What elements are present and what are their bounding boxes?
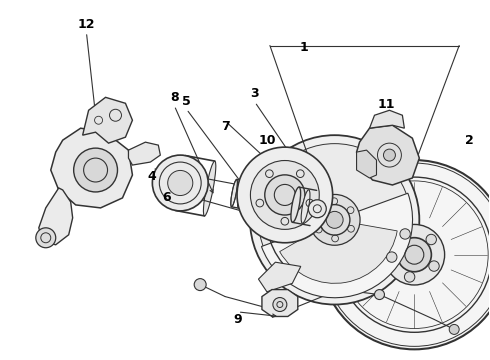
Polygon shape: [83, 97, 132, 143]
Circle shape: [308, 200, 326, 218]
Ellipse shape: [265, 186, 271, 213]
Polygon shape: [51, 128, 132, 208]
Circle shape: [384, 149, 395, 161]
Circle shape: [152, 155, 208, 211]
Circle shape: [384, 224, 444, 285]
Text: 3: 3: [250, 87, 259, 100]
Polygon shape: [258, 262, 301, 292]
Text: 9: 9: [233, 313, 242, 327]
Circle shape: [168, 170, 193, 195]
Circle shape: [74, 148, 118, 192]
Ellipse shape: [231, 179, 237, 207]
Text: 12: 12: [77, 18, 95, 31]
Ellipse shape: [251, 183, 258, 211]
Circle shape: [387, 252, 397, 262]
Text: 4: 4: [148, 170, 157, 183]
Text: 7: 7: [221, 120, 230, 133]
Text: 5: 5: [182, 95, 191, 108]
Polygon shape: [357, 150, 376, 178]
Circle shape: [265, 175, 305, 215]
Ellipse shape: [238, 181, 244, 208]
Circle shape: [273, 298, 287, 311]
Circle shape: [319, 160, 490, 349]
Circle shape: [426, 234, 437, 245]
Circle shape: [404, 272, 415, 282]
Circle shape: [36, 228, 56, 248]
Circle shape: [400, 229, 410, 239]
Ellipse shape: [271, 187, 278, 215]
Polygon shape: [357, 125, 419, 185]
Ellipse shape: [244, 182, 251, 210]
Text: 1: 1: [299, 41, 308, 54]
Circle shape: [397, 238, 431, 272]
Text: 6: 6: [163, 192, 171, 204]
Ellipse shape: [258, 184, 264, 212]
Circle shape: [374, 289, 385, 300]
Text: 10: 10: [258, 134, 276, 147]
Ellipse shape: [203, 161, 216, 216]
Text: 2: 2: [465, 134, 474, 147]
Polygon shape: [39, 188, 73, 245]
Circle shape: [258, 144, 411, 296]
Text: 8: 8: [170, 91, 178, 104]
Circle shape: [250, 135, 419, 305]
Circle shape: [194, 279, 206, 291]
Circle shape: [309, 194, 360, 245]
Circle shape: [449, 324, 459, 334]
Polygon shape: [369, 110, 404, 128]
Polygon shape: [128, 142, 160, 165]
Circle shape: [326, 211, 343, 228]
Wedge shape: [262, 193, 413, 298]
Circle shape: [237, 147, 333, 243]
Wedge shape: [280, 220, 397, 283]
Ellipse shape: [301, 190, 310, 223]
Circle shape: [250, 161, 319, 229]
Ellipse shape: [278, 188, 285, 216]
Text: 11: 11: [378, 98, 395, 111]
Polygon shape: [262, 289, 298, 316]
Circle shape: [429, 261, 439, 271]
Ellipse shape: [291, 187, 300, 222]
Ellipse shape: [285, 189, 291, 217]
